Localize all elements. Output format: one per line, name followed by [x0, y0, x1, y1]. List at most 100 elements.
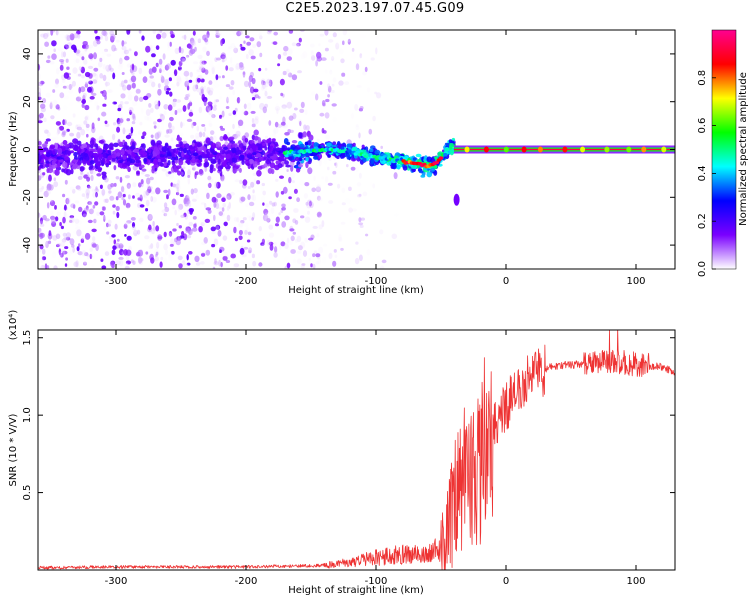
noise-blob	[213, 99, 217, 105]
noise-blob	[280, 121, 286, 126]
noise-blob	[290, 112, 294, 117]
ridge-blob	[269, 145, 274, 152]
noise-blob	[54, 205, 57, 210]
ridge-blob	[198, 155, 203, 161]
noise-blob	[107, 128, 111, 134]
noise-blob	[87, 61, 90, 68]
noise-blob	[219, 95, 222, 100]
noise-blob	[170, 84, 176, 88]
noise-blob	[221, 176, 226, 182]
noise-blob	[39, 112, 44, 119]
ridge-blob	[129, 159, 136, 164]
noise-blob	[205, 34, 210, 40]
noise-blob	[88, 44, 94, 49]
colorbar-tick-label: 0.2	[697, 213, 708, 229]
noise-blob	[328, 171, 333, 177]
noise-blob	[220, 179, 224, 183]
noise-blob	[155, 187, 161, 195]
noise-blob	[69, 219, 73, 223]
noise-blob	[211, 230, 217, 235]
noise-blob	[235, 63, 241, 70]
noise-blob	[156, 33, 162, 40]
noise-blob	[316, 138, 320, 142]
noise-blob	[281, 106, 287, 113]
noise-blob	[89, 247, 93, 252]
noise-blob	[278, 212, 281, 216]
noise-blob	[338, 237, 343, 242]
noise-blob	[279, 78, 285, 86]
noise-blob	[223, 221, 228, 227]
noise-blob	[166, 47, 171, 51]
noise-blob	[60, 225, 64, 230]
noise-blob	[280, 241, 286, 247]
noise-blob	[142, 76, 148, 83]
ridge-blob	[269, 162, 276, 169]
noise-blob	[294, 238, 299, 243]
noise-blob	[182, 166, 186, 170]
ridge-blob	[370, 160, 374, 165]
noise-blob	[109, 101, 115, 107]
noise-blob	[185, 76, 189, 81]
noise-blob	[89, 200, 93, 206]
noise-blob	[86, 230, 92, 234]
noise-blob	[311, 55, 316, 61]
noise-blob	[204, 166, 207, 173]
noise-blob	[62, 130, 66, 136]
noise-blob	[250, 30, 254, 34]
noise-blob	[171, 183, 177, 188]
noise-blob	[236, 97, 241, 104]
noise-blob	[40, 46, 43, 51]
noise-blob	[57, 46, 63, 52]
noise-blob	[196, 78, 201, 83]
noise-blob	[169, 141, 175, 148]
noise-blob	[81, 193, 86, 198]
noise-blob	[185, 30, 191, 34]
noise-blob	[285, 70, 291, 77]
noise-blob	[75, 58, 80, 64]
noise-blob	[172, 228, 177, 232]
noise-blob	[326, 74, 332, 81]
noise-blob	[107, 219, 112, 225]
y-tick-label: -40	[22, 237, 33, 253]
noise-blob	[83, 50, 87, 57]
noise-blob	[215, 99, 220, 103]
noise-blob	[141, 258, 144, 262]
noise-blob	[105, 81, 108, 88]
noise-blob	[286, 262, 291, 269]
noise-blob	[108, 190, 112, 194]
noise-blob	[52, 89, 56, 93]
noise-blob	[192, 84, 197, 92]
noise-blob	[95, 235, 100, 239]
noise-blob	[175, 32, 181, 39]
noise-blob	[80, 66, 86, 74]
noise-blob	[146, 184, 151, 190]
noise-blob	[235, 66, 240, 71]
noise-blob	[222, 75, 225, 79]
noise-blob	[194, 83, 199, 89]
noise-blob	[276, 108, 279, 115]
noise-blob	[182, 233, 188, 241]
noise-blob	[39, 54, 43, 60]
noise-blob	[169, 116, 174, 122]
noise-blob	[55, 233, 61, 240]
noise-blob	[92, 63, 96, 68]
noise-blob	[370, 57, 375, 61]
noise-blob	[245, 54, 249, 59]
y-tick-label: 0	[22, 146, 33, 152]
ridge-blob	[52, 150, 56, 156]
noise-blob	[117, 191, 123, 198]
noise-blob	[200, 222, 205, 227]
noise-blob	[211, 243, 216, 248]
noise-blob	[177, 170, 182, 176]
noise-blob	[236, 30, 242, 37]
noise-blob	[286, 56, 292, 61]
ridge-blob	[212, 152, 218, 155]
noise-blob	[155, 62, 159, 68]
noise-blob	[247, 102, 252, 110]
noise-blob	[146, 83, 151, 87]
noise-blob	[230, 173, 236, 178]
ridge-blob	[255, 153, 262, 158]
ridge-blob	[449, 143, 454, 148]
noise-blob	[266, 95, 273, 99]
noise-blob	[150, 243, 154, 249]
